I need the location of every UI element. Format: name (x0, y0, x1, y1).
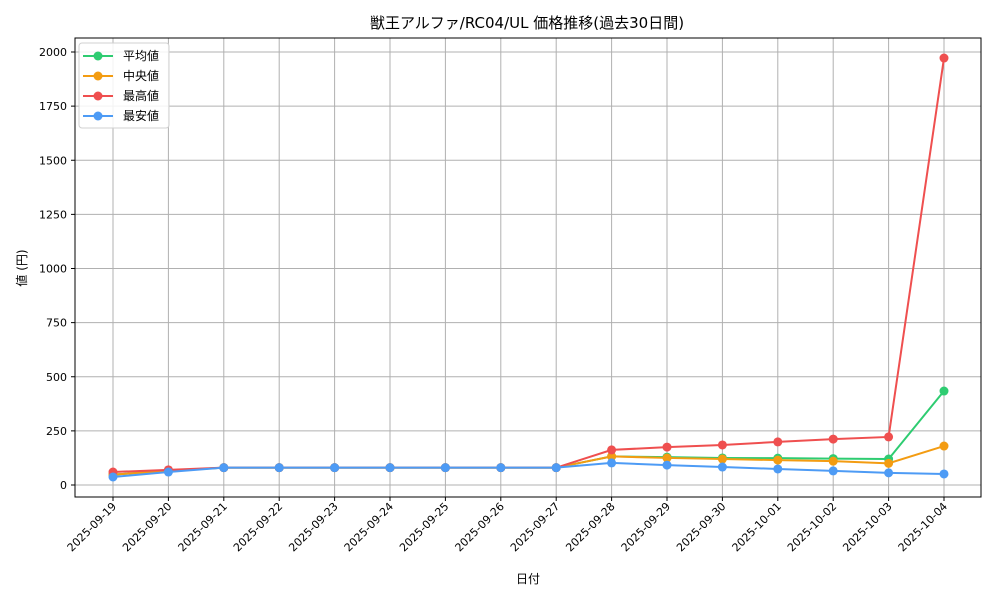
data-point (385, 463, 395, 473)
x-tick-label: 2025-09-25 (397, 500, 451, 554)
svg-text:最安値: 最安値 (123, 108, 159, 123)
y-axis: 0 250 500 750 1000 1250 1500 1750 2000 (39, 46, 75, 492)
legend-item: 中央値 (83, 68, 159, 83)
x-tick-label: 2025-10-04 (896, 500, 950, 554)
svg-text:最高値: 最高値 (123, 88, 159, 103)
data-point (108, 472, 118, 482)
x-tick-label: 2025-10-03 (840, 500, 894, 554)
data-point (884, 458, 894, 468)
data-point (440, 463, 450, 473)
y-tick-label: 1500 (39, 154, 67, 167)
data-point (828, 434, 838, 444)
series-line (108, 458, 949, 482)
x-tick-label: 2025-09-26 (453, 500, 507, 554)
y-tick-label: 750 (46, 317, 67, 330)
data-point (551, 463, 561, 473)
data-point (219, 463, 229, 473)
data-point (607, 458, 617, 468)
y-tick-label: 1000 (39, 263, 67, 276)
data-point (717, 440, 727, 450)
x-tick-label: 2025-09-30 (674, 500, 728, 554)
x-tick-label: 2025-09-24 (342, 500, 396, 554)
y-tick-label: 1250 (39, 208, 67, 221)
data-point (939, 469, 949, 479)
data-point (662, 460, 672, 470)
data-point (607, 445, 617, 455)
data-point (939, 441, 949, 451)
data-point (939, 386, 949, 396)
plot-frame (74, 37, 982, 498)
data-point (163, 467, 173, 477)
y-tick-label: 250 (46, 425, 67, 438)
x-axis: 2025-09-19 2025-09-20 2025-09-21 2025-09-22… (65, 497, 950, 554)
data-point (884, 468, 894, 478)
data-point (773, 437, 783, 447)
data-point (884, 432, 894, 442)
series-line (108, 441, 949, 480)
data-point (717, 454, 727, 464)
x-tick-label: 2025-09-19 (65, 500, 119, 554)
svg-text:中央値: 中央値 (123, 68, 159, 83)
data-point (496, 463, 506, 473)
x-tick-label: 2025-09-28 (563, 500, 617, 554)
x-tick-label: 2025-09-22 (231, 500, 285, 554)
data-point (662, 453, 672, 463)
data-point (773, 455, 783, 465)
svg-text:平均値: 平均値 (123, 48, 159, 63)
data-point (330, 463, 340, 473)
y-tick-label: 1750 (39, 100, 67, 113)
y-tick-label: 500 (46, 371, 67, 384)
data-point (662, 442, 672, 452)
data-point (274, 463, 284, 473)
data-point (828, 466, 838, 476)
data-point (939, 53, 949, 63)
x-tick-label: 2025-09-23 (286, 500, 340, 554)
series-line (108, 386, 949, 480)
x-tick-label: 2025-10-01 (730, 500, 784, 554)
data-point (828, 456, 838, 466)
legend-item: 最高値 (83, 88, 159, 103)
x-tick-label: 2025-09-21 (176, 500, 230, 554)
x-tick-label: 2025-09-29 (619, 500, 673, 554)
chart-title: 獣王アルファ/RC04/UL 価格推移(過去30日間) (370, 14, 684, 32)
y-tick-label: 2000 (39, 46, 67, 59)
data-point (717, 462, 727, 472)
legend-item: 最安値 (83, 108, 159, 123)
data-point (607, 451, 617, 461)
x-tick-label: 2025-10-02 (785, 500, 839, 554)
y-tick-label: 0 (60, 479, 67, 492)
y-axis-label: 値 (円) (14, 249, 29, 286)
data-point (773, 464, 783, 474)
x-tick-label: 2025-09-27 (508, 500, 562, 554)
legend-item: 平均値 (83, 48, 159, 63)
x-axis-label: 日付 (516, 572, 540, 586)
series-lines (108, 53, 949, 482)
grid (75, 38, 981, 497)
x-tick-label: 2025-09-20 (120, 500, 174, 554)
series-line (108, 53, 949, 477)
